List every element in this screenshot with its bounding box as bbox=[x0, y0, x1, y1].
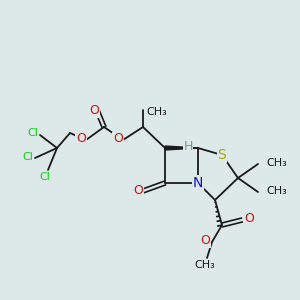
Text: O: O bbox=[244, 212, 254, 226]
Text: S: S bbox=[218, 148, 226, 162]
Text: O: O bbox=[200, 235, 210, 248]
Text: O: O bbox=[76, 131, 86, 145]
Text: CH₃: CH₃ bbox=[146, 107, 167, 117]
Polygon shape bbox=[165, 146, 198, 150]
Text: Cl: Cl bbox=[40, 172, 50, 182]
Text: O: O bbox=[113, 133, 123, 146]
Text: CH₃: CH₃ bbox=[266, 186, 287, 196]
Text: Cl: Cl bbox=[22, 152, 33, 162]
Text: Cl: Cl bbox=[28, 128, 38, 138]
Text: O: O bbox=[89, 104, 99, 118]
Text: O: O bbox=[133, 184, 143, 196]
Text: N: N bbox=[193, 176, 203, 190]
Text: H: H bbox=[183, 140, 193, 152]
Text: CH₃: CH₃ bbox=[195, 260, 215, 270]
Text: CH₃: CH₃ bbox=[266, 158, 287, 168]
